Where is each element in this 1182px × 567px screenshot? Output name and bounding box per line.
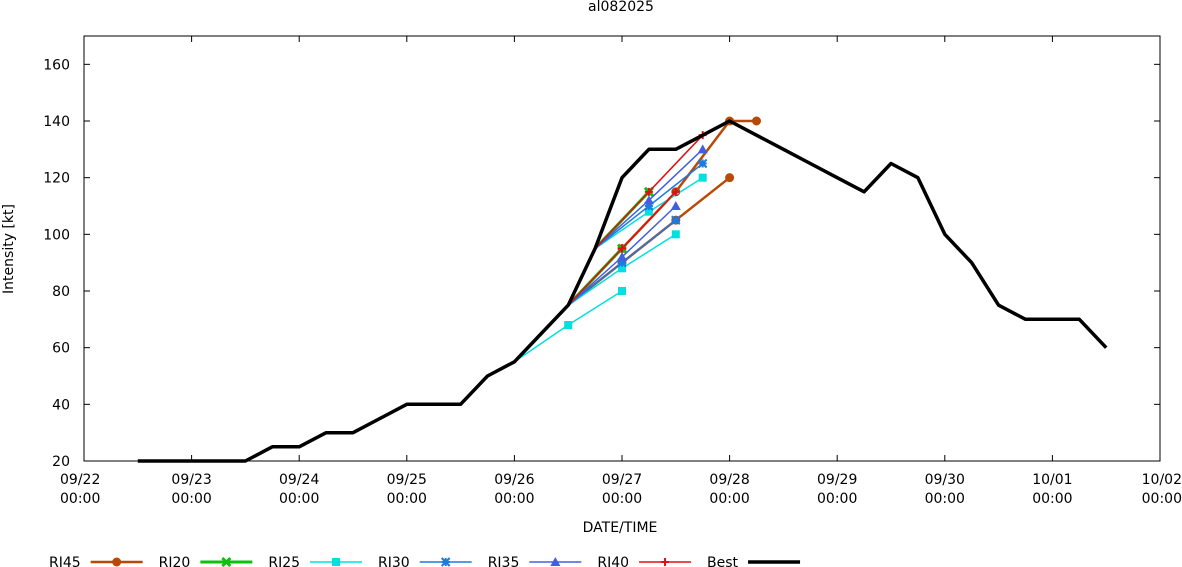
x-tick-time: 00:00 <box>817 491 857 507</box>
x-tick-date: 10/02 <box>1142 472 1182 488</box>
legend-label-ri35: RI35 <box>488 555 520 567</box>
data-point-ri40 <box>644 187 653 196</box>
legend-label-ri25: RI25 <box>268 555 300 567</box>
legend-marker-ri35 <box>550 557 561 566</box>
x-tick-date: 09/22 <box>60 472 100 488</box>
x-tick-time: 00:00 <box>602 491 642 507</box>
data-point-ri40 <box>671 187 680 196</box>
x-tick-date: 09/23 <box>171 472 211 488</box>
data-point-ri30 <box>697 158 708 169</box>
plot-frame <box>83 35 1161 462</box>
legend-marker-ri20 <box>221 556 232 567</box>
legend-marker-ri40 <box>661 558 670 566</box>
y-tick-label: 100 <box>43 227 70 243</box>
x-tick-date: 09/29 <box>817 472 857 488</box>
legend-label-ri45: RI45 <box>49 555 81 567</box>
data-point-ri30 <box>617 257 627 268</box>
x-tick-time: 00:00 <box>60 491 100 507</box>
x-tick-time: 00:00 <box>709 491 749 507</box>
x-tick-time: 00:00 <box>279 491 319 507</box>
data-point-ri25 <box>671 230 680 239</box>
x-tick-time: 00:00 <box>171 491 211 507</box>
legend-marker-ri45 <box>112 557 122 567</box>
x-tick-time: 00:00 <box>925 491 965 507</box>
y-tick-label: 40 <box>52 397 70 413</box>
data-point-ri25 <box>618 264 626 273</box>
axis-ticks: 20 40 60 80 100 120 140 160 09/22 00:00 09/23 00:00… <box>43 36 1182 507</box>
x-tick-time: 00:00 <box>494 491 534 507</box>
data-point-ri25 <box>618 287 626 295</box>
series-line-best <box>137 119 1108 463</box>
y-tick-label: 80 <box>52 284 70 300</box>
data-point-ri30 <box>671 215 681 225</box>
x-tick-date: 09/28 <box>709 472 749 488</box>
legend: RI45 RI20 RI25 RI30 RI35 RI40 Best <box>49 555 801 567</box>
data-point-ri25 <box>698 173 707 182</box>
data-point-ri25 <box>644 207 653 216</box>
x-axis-label: DATE/TIME <box>583 520 658 536</box>
y-tick-label: 160 <box>43 57 70 73</box>
legend-marker-ri30 <box>440 557 451 567</box>
data-point-ri25 <box>564 321 573 329</box>
data-point-ri30 <box>644 201 654 211</box>
y-tick-label: 60 <box>52 341 70 357</box>
data-point-ri45 <box>725 173 735 183</box>
x-tick-date: 09/24 <box>279 472 319 488</box>
data-point-ri40 <box>618 244 626 253</box>
x-tick-time: 00:00 <box>1032 491 1072 507</box>
x-tick-date: 09/25 <box>387 472 427 488</box>
y-axis-label: Intensity [kt] <box>1 204 17 294</box>
legend-label-ri30: RI30 <box>378 555 410 567</box>
legend-marker-ri25 <box>332 558 341 566</box>
data-point-ri45 <box>752 116 761 126</box>
legend-label-ri40: RI40 <box>597 555 629 567</box>
x-tick-date: 09/27 <box>602 472 642 488</box>
legend-label-ri20: RI20 <box>159 555 191 567</box>
data-point-ri35 <box>697 144 708 154</box>
y-tick-label: 140 <box>43 114 70 130</box>
data-point-ri35 <box>617 252 627 261</box>
x-tick-date: 09/26 <box>494 472 534 488</box>
x-tick-date: 10/01 <box>1032 472 1072 488</box>
series-group <box>137 116 1108 463</box>
x-tick-date: 09/30 <box>925 472 965 488</box>
legend-label-best: Best <box>707 555 739 567</box>
x-tick-time: 00:00 <box>387 491 427 507</box>
y-tick-label: 20 <box>52 454 70 470</box>
data-point-ri35 <box>670 201 681 210</box>
data-point-ri35 <box>643 195 654 205</box>
chart-title: al082025 <box>588 0 654 15</box>
y-tick-label: 120 <box>43 171 70 187</box>
x-tick-time: 00:00 <box>1142 491 1182 507</box>
